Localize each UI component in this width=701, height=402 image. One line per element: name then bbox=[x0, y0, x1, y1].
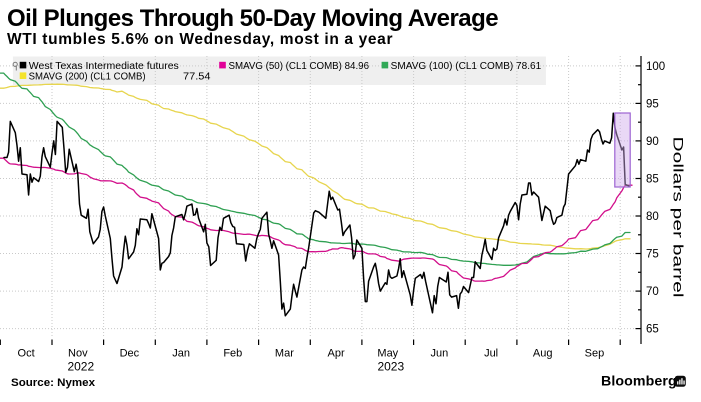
svg-text:Mar: Mar bbox=[275, 348, 294, 360]
svg-text:May: May bbox=[377, 348, 398, 360]
svg-text:100: 100 bbox=[646, 61, 665, 73]
svg-text:Apr: Apr bbox=[328, 348, 345, 360]
svg-text:SMAVG (200) (CL1 COMB): SMAVG (200) (CL1 COMB) bbox=[29, 72, 146, 83]
svg-text:75: 75 bbox=[646, 249, 659, 261]
svg-text:SMAVG (100) (CL1 COMB) 78.61: SMAVG (100) (CL1 COMB) 78.61 bbox=[391, 61, 542, 72]
svg-text:Oct: Oct bbox=[18, 348, 35, 360]
svg-text:Jul: Jul bbox=[484, 348, 498, 360]
svg-text:SMAVG (50) (CL1 COMB) 84.96: SMAVG (50) (CL1 COMB) 84.96 bbox=[229, 61, 370, 72]
svg-text:Jan: Jan bbox=[172, 348, 190, 360]
svg-text:2022: 2022 bbox=[67, 360, 94, 374]
svg-text:95: 95 bbox=[646, 98, 659, 110]
svg-text:77.54: 77.54 bbox=[183, 72, 211, 83]
svg-text:Dollars per barrel: Dollars per barrel bbox=[671, 137, 686, 298]
svg-text:Sep: Sep bbox=[585, 348, 605, 360]
svg-text:Jun: Jun bbox=[431, 348, 449, 360]
svg-text:65: 65 bbox=[646, 324, 659, 336]
svg-text:2023: 2023 bbox=[377, 360, 404, 374]
svg-text:Feb: Feb bbox=[223, 348, 242, 360]
svg-text:Nov: Nov bbox=[68, 348, 88, 360]
svg-text:70: 70 bbox=[646, 286, 659, 298]
svg-text:85: 85 bbox=[646, 174, 659, 186]
svg-text:Bloomberg: Bloomberg bbox=[601, 374, 677, 390]
svg-text:Aug: Aug bbox=[533, 348, 553, 360]
svg-text:Source: Nymex: Source: Nymex bbox=[11, 377, 96, 389]
svg-text:90: 90 bbox=[646, 136, 659, 148]
svg-text:West Texas Intermediate future: West Texas Intermediate futures bbox=[29, 61, 179, 72]
svg-text:80: 80 bbox=[646, 211, 659, 223]
svg-text:Dec: Dec bbox=[120, 348, 140, 360]
